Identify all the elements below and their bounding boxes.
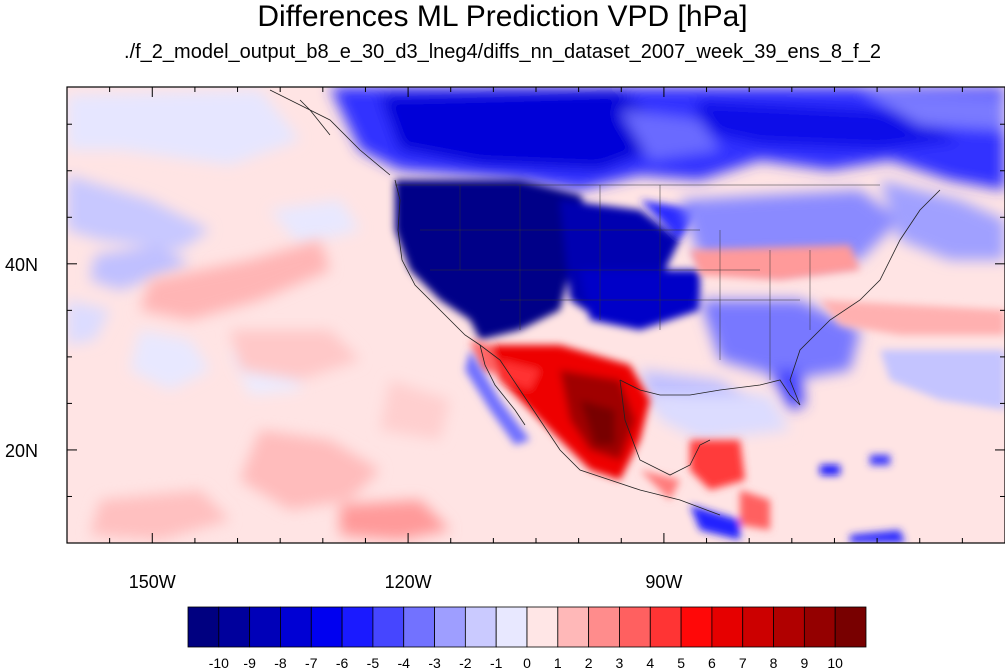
colorbar-swatch <box>680 606 713 648</box>
lon-tick-label: 150W <box>129 572 176 592</box>
map-field <box>67 87 1005 543</box>
colorbar-swatch <box>495 606 528 648</box>
colorbar-label: -5 <box>367 655 380 671</box>
colorbar-label: -6 <box>336 655 349 671</box>
colorbar-swatch <box>526 606 559 648</box>
lon-tick-label: 90W <box>645 572 682 592</box>
colorbar-label: -3 <box>428 655 441 671</box>
colorbar-label: 7 <box>739 655 747 671</box>
colorbar-swatch <box>218 606 251 648</box>
colorbar-label: 6 <box>708 655 716 671</box>
colorbar-label: -1 <box>490 655 503 671</box>
colorbar-swatch <box>834 606 867 648</box>
lon-tick-label: 120W <box>385 572 432 592</box>
colorbar: -10 -9 -8 -7 -6 -5 -4 -3 -2 -1 0 1 2 3 4 5 6 7 8 9 10 <box>187 606 867 671</box>
colorbar-label: -7 <box>305 655 318 671</box>
chart-title: Differences ML Prediction VPD [hPa] <box>257 0 748 33</box>
colorbar-swatch <box>649 606 682 648</box>
colorbar-label: 0 <box>523 655 531 671</box>
colorbar-swatch <box>711 606 744 648</box>
colorbar-label: 2 <box>585 655 593 671</box>
colorbar-swatch <box>619 606 651 648</box>
colorbar-label: 8 <box>770 655 778 671</box>
colorbar-swatch <box>249 606 281 648</box>
colorbar-swatch <box>372 606 405 648</box>
colorbar-label: -9 <box>243 655 256 671</box>
colorbar-label: 10 <box>827 655 843 671</box>
colorbar-label: 3 <box>616 655 624 671</box>
colorbar-swatch <box>403 606 435 648</box>
colorbar-swatch <box>464 606 497 648</box>
colorbar-swatch <box>310 606 343 648</box>
colorbar-label: -2 <box>459 655 472 671</box>
colorbar-swatch <box>588 606 620 648</box>
state-borders <box>395 184 880 380</box>
coastlines <box>269 89 941 516</box>
colorbar-swatch <box>803 606 836 648</box>
chart-subtitle: ./f_2_model_output_b8_e_30_d3_lneg4/diff… <box>124 41 881 63</box>
lat-ticks: 40N 20N <box>5 123 1005 497</box>
colorbar-swatch <box>434 606 466 648</box>
colorbar-swatch <box>187 606 220 648</box>
colorbar-swatch <box>773 606 805 648</box>
colorbar-swatch <box>341 606 374 648</box>
colorbar-label: 5 <box>677 655 685 671</box>
colorbar-label: -8 <box>274 655 287 671</box>
colorbar-label: 1 <box>554 655 562 671</box>
colorbar-swatch <box>280 606 312 648</box>
lat-tick-label: 40N <box>5 255 38 275</box>
colorbar-label: 9 <box>800 655 808 671</box>
colorbar-label: -10 <box>209 655 229 671</box>
lon-ticks: 150W 120W 90W <box>109 87 963 592</box>
colorbar-swatch <box>742 606 774 648</box>
colorbar-swatch <box>557 606 590 648</box>
lat-tick-label: 20N <box>5 441 38 461</box>
colorbar-label: -4 <box>398 655 411 671</box>
colorbar-label: 4 <box>646 655 654 671</box>
